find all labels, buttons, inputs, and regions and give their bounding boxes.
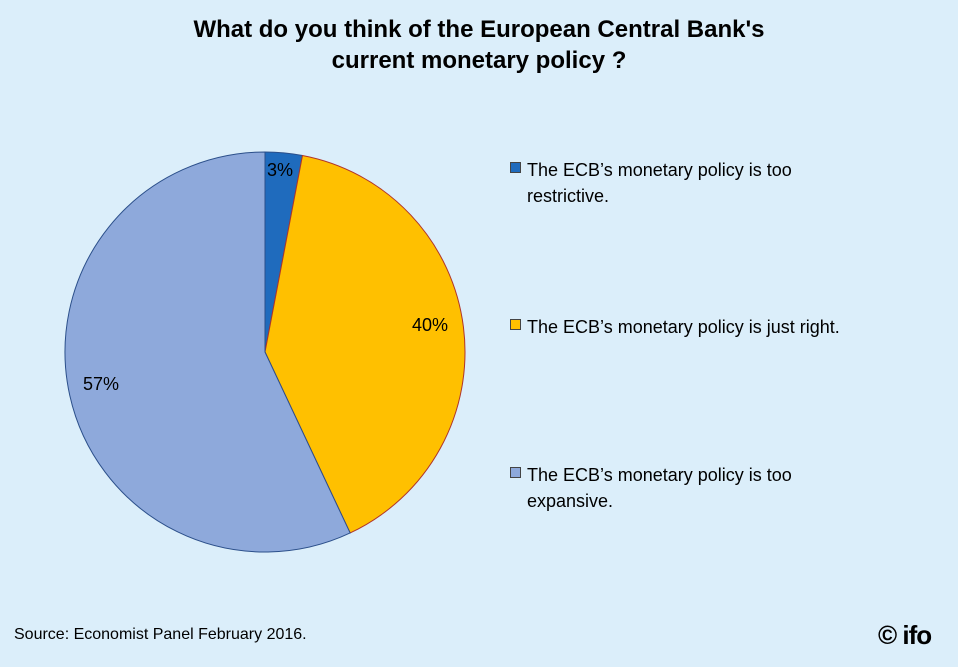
legend-label-restrictive: The ECB’s monetary policy is too restric… — [527, 160, 792, 206]
legend-label-just-right: The ECB’s monetary policy is just right. — [527, 317, 840, 337]
pie-slice-just-right — [264, 154, 466, 534]
legend-label-expansive: The ECB’s monetary policy is too expansi… — [527, 465, 792, 511]
legend-swatch-restrictive — [510, 162, 521, 173]
legend-swatch-expansive — [510, 467, 521, 478]
ifo-logo: © ifo — [878, 620, 932, 650]
source-note: Source: Economist Panel February 2016. — [14, 626, 307, 643]
data-label-restrictive: 3% — [267, 160, 293, 180]
data-label-expansive: 57% — [83, 374, 119, 394]
legend-swatch-just-right — [510, 319, 521, 330]
data-label-just-right: 40% — [412, 315, 448, 335]
chart-title-line-2: current monetary policy ? — [331, 47, 627, 74]
chart-title-line-1: What do you think of the European Centra… — [193, 16, 765, 43]
pie-slice-expansive — [64, 151, 351, 553]
chart-title: What do you think of the European Centra… — [0, 14, 958, 76]
